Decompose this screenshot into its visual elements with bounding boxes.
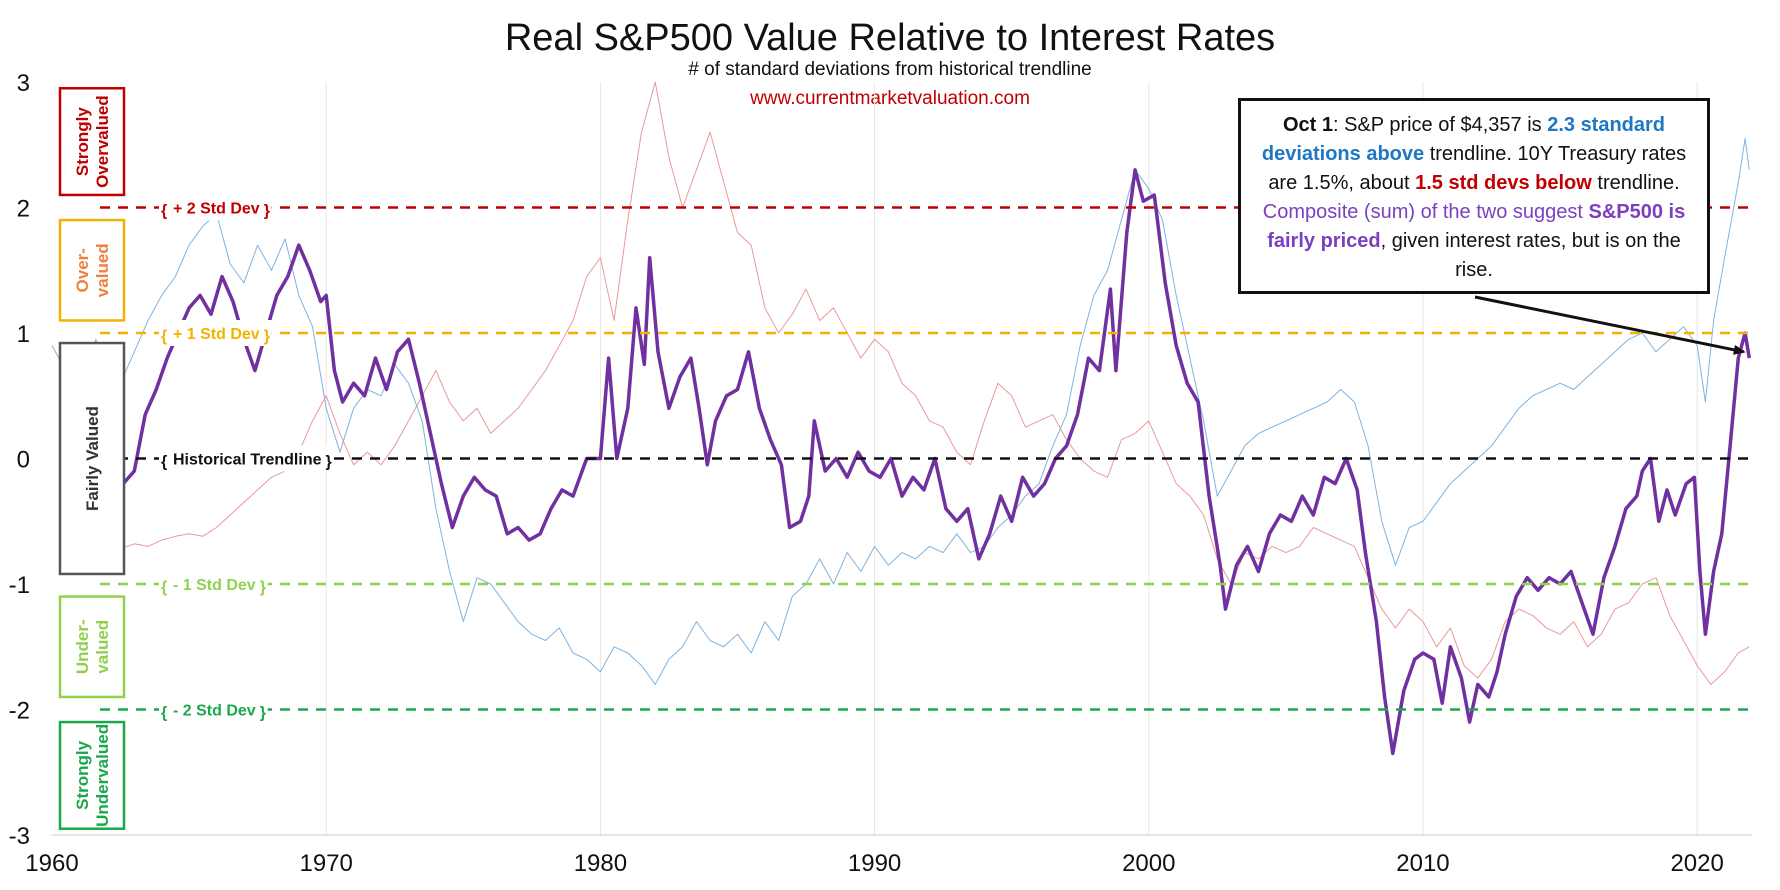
bracket-close: } <box>325 454 331 471</box>
bracket-close: } <box>264 203 270 220</box>
x-tick-label: 1960 <box>25 850 78 877</box>
y-tick-label: 1 <box>17 321 30 348</box>
y-tick-label: -2 <box>9 698 30 725</box>
bracket-close: } <box>260 579 266 596</box>
y-tick-label: 3 <box>17 70 30 97</box>
annotation-text-3: trendline. <box>1592 172 1680 194</box>
zone-label: Overvalued <box>93 95 112 188</box>
reference-line-label: + 1 Std Dev <box>173 326 260 343</box>
y-axis: 3 2 1 0 -1 -2 -3 <box>9 70 30 850</box>
annotation-date: Oct 1 <box>1283 114 1333 136</box>
zone-label: Over- <box>73 248 92 292</box>
x-tick-label: 1970 <box>299 850 352 877</box>
bracket-open: { <box>161 579 167 596</box>
zone-label: Undervalued <box>93 724 112 827</box>
zone-box <box>60 597 124 697</box>
bracket-close: } <box>264 328 270 345</box>
annotation-box: Oct 1: S&P price of $4,357 is 2.3 standa… <box>1238 98 1710 294</box>
annotation-text-1: : S&P price of $4,357 is <box>1333 114 1547 136</box>
annotation-rate-deviation: 1.5 std devs below <box>1415 172 1592 194</box>
annotation-composite-text: Composite (sum) of the two suggest <box>1263 201 1589 223</box>
x-tick-label: 1980 <box>574 850 627 877</box>
y-tick-label: 2 <box>17 196 30 223</box>
x-tick-label: 2000 <box>1122 850 1175 877</box>
x-axis: 1960 1970 1980 1990 2000 2010 2020 <box>25 835 1752 877</box>
zone-label: Under- <box>73 619 92 674</box>
zone-label: valued <box>93 243 112 297</box>
bracket-open: { <box>161 203 167 220</box>
reference-line-label: + 2 Std Dev <box>173 201 260 218</box>
zone-label: Strongly <box>73 740 92 809</box>
bracket-open: { <box>161 705 167 722</box>
y-tick-label: 0 <box>17 447 30 474</box>
zone-box <box>60 220 124 320</box>
reference-line-label: - 2 Std Dev <box>173 703 256 720</box>
zone-label: Strongly <box>73 107 92 176</box>
annotation-text-4: , given interest rates, but is on the ri… <box>1381 230 1681 281</box>
chart-subtitle: # of standard deviations from historical… <box>688 59 1091 80</box>
zone-label: valued <box>93 620 112 674</box>
annotation-arrow <box>1475 297 1744 352</box>
zone-label: Fairly Valued <box>83 406 102 511</box>
source-url[interactable]: www.currentmarketvaluation.com <box>749 88 1030 109</box>
chart-title: Real S&P500 Value Relative to Interest R… <box>505 17 1275 59</box>
bracket-open: { <box>161 454 167 471</box>
reference-line-label: Historical Trendline <box>173 452 322 469</box>
x-tick-label: 2020 <box>1670 850 1723 877</box>
bracket-open: { <box>161 328 167 345</box>
x-tick-label: 1990 <box>848 850 901 877</box>
y-tick-label: -1 <box>9 572 30 599</box>
reference-line-label: - 1 Std Dev <box>173 577 256 594</box>
bracket-close: } <box>260 705 266 722</box>
y-tick-label: -3 <box>9 823 30 850</box>
x-tick-label: 2010 <box>1396 850 1449 877</box>
